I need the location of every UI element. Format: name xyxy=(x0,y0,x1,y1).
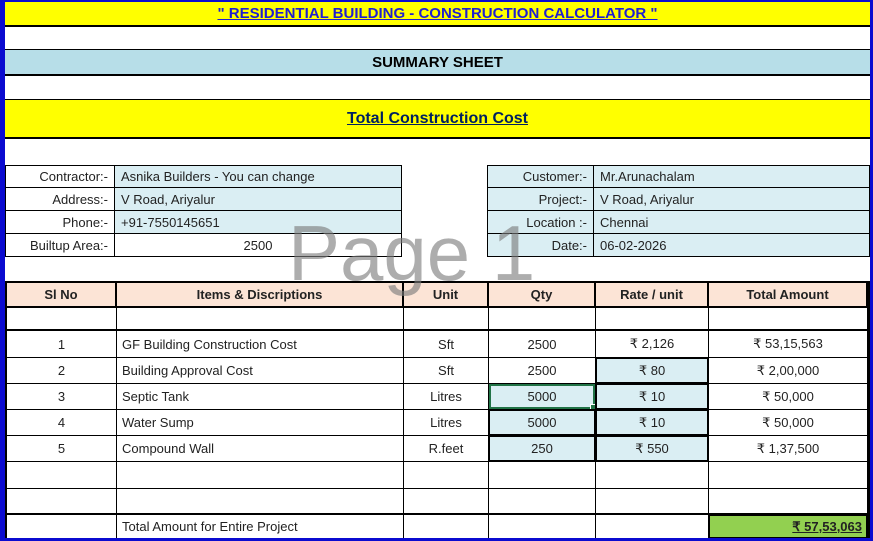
gap-cell xyxy=(402,211,487,234)
selected-cell-qty[interactable]: 5000 xyxy=(489,384,596,410)
empty-cell[interactable] xyxy=(489,514,596,538)
date-label-cell[interactable]: Date:- xyxy=(487,234,594,257)
table-row-cell-qty[interactable]: 2500 xyxy=(489,331,596,358)
contractor-value-cell[interactable]: Asnika Builders - You can change xyxy=(115,165,402,188)
empty-cell[interactable] xyxy=(709,308,868,331)
table-row-cell-rate[interactable]: ₹ 550 xyxy=(596,436,709,462)
table-row-cell-rate[interactable]: ₹ 2,126 xyxy=(596,331,709,358)
builtup-area-label-cell[interactable]: Builtup Area:- xyxy=(5,234,115,257)
empty-cell[interactable] xyxy=(489,489,596,514)
phone-label-cell[interactable]: Phone:- xyxy=(5,211,115,234)
gap-cell xyxy=(402,188,487,211)
table-row-cell-amount[interactable]: ₹ 2,00,000 xyxy=(709,358,868,384)
spacer-row xyxy=(5,27,870,49)
table-row-cell-qty[interactable]: 2500 xyxy=(489,358,596,384)
table-row-cell-item[interactable]: Septic Tank xyxy=(117,384,404,410)
table-row-cell-item[interactable]: Compound Wall xyxy=(117,436,404,462)
table-row-cell-rate[interactable]: ₹ 80 xyxy=(596,358,709,384)
empty-cell[interactable] xyxy=(7,308,117,331)
table-row-cell-rate[interactable]: ₹ 10 xyxy=(596,410,709,436)
empty-cell[interactable] xyxy=(404,514,489,538)
table-row-cell-sl[interactable]: 2 xyxy=(7,358,117,384)
empty-cell[interactable] xyxy=(7,514,117,538)
table-row-cell-sl[interactable]: 4 xyxy=(7,410,117,436)
empty-cell[interactable] xyxy=(489,462,596,489)
gap-cell xyxy=(402,165,487,188)
empty-cell[interactable] xyxy=(7,489,117,514)
table-row-cell-unit[interactable]: Sft xyxy=(404,358,489,384)
grand-total-amount-cell[interactable]: ₹ 57,53,063 xyxy=(709,514,868,538)
builtup-area-value-cell[interactable]: 2500 xyxy=(115,234,402,257)
header-qty[interactable]: Qty xyxy=(489,281,596,308)
empty-cell[interactable] xyxy=(489,308,596,331)
table-row-cell-amount[interactable]: ₹ 53,15,563 xyxy=(709,331,868,358)
address-label-cell[interactable]: Address:- xyxy=(5,188,115,211)
table-row-cell-qty[interactable]: 250 xyxy=(489,436,596,462)
empty-cell[interactable] xyxy=(709,489,868,514)
header-rate-per-unit[interactable]: Rate / unit xyxy=(596,281,709,308)
grand-total-amount-value: ₹ 57,53,063 xyxy=(792,518,862,534)
empty-cell[interactable] xyxy=(596,462,709,489)
project-value-cell[interactable]: V Road, Ariyalur xyxy=(594,188,870,211)
header-total-amount[interactable]: Total Amount xyxy=(709,281,868,308)
table-row-cell-amount[interactable]: ₹ 1,37,500 xyxy=(709,436,868,462)
address-value-cell[interactable]: V Road, Ariyalur xyxy=(115,188,402,211)
spacer-row xyxy=(5,257,870,281)
table-row-cell-sl[interactable]: 3 xyxy=(7,384,117,410)
table-row-cell-sl[interactable]: 5 xyxy=(7,436,117,462)
table-row-cell-sl[interactable]: 1 xyxy=(7,331,117,358)
table-row-cell-unit[interactable]: Litres xyxy=(404,384,489,410)
project-label-cell[interactable]: Project:- xyxy=(487,188,594,211)
empty-cell[interactable] xyxy=(404,462,489,489)
table-row-cell-unit[interactable]: Litres xyxy=(404,410,489,436)
customer-value-cell[interactable]: Mr.Arunachalam xyxy=(594,165,870,188)
table-row-cell-amount[interactable]: ₹ 50,000 xyxy=(709,384,868,410)
table-row-cell-qty[interactable]: 5000 xyxy=(489,410,596,436)
location-value-cell[interactable]: Chennai xyxy=(594,211,870,234)
table-row-cell-unit[interactable]: R.feet xyxy=(404,436,489,462)
table-row-cell-rate[interactable]: ₹ 10 xyxy=(596,384,709,410)
empty-cell[interactable] xyxy=(596,489,709,514)
empty-cell[interactable] xyxy=(404,308,489,331)
total-label-cell[interactable]: Total Amount for Entire Project xyxy=(117,514,404,538)
empty-cell[interactable] xyxy=(404,489,489,514)
header-items-descriptions[interactable]: Items & Discriptions xyxy=(117,281,404,308)
empty-cell[interactable] xyxy=(117,489,404,514)
table-row-cell-item[interactable]: Building Approval Cost xyxy=(117,358,404,384)
customer-label-cell[interactable]: Customer:- xyxy=(487,165,594,188)
spacer-row xyxy=(5,139,870,165)
summary-sheet-banner: SUMMARY SHEET xyxy=(5,49,870,76)
empty-cell[interactable] xyxy=(709,462,868,489)
header-sl-no[interactable]: Sl No xyxy=(7,281,117,308)
project-info-section: Contractor:- Asnika Builders - You can c… xyxy=(5,165,870,257)
header-unit[interactable]: Unit xyxy=(404,281,489,308)
empty-cell[interactable] xyxy=(596,308,709,331)
table-row-cell-item[interactable]: GF Building Construction Cost xyxy=(117,331,404,358)
empty-cell[interactable] xyxy=(117,462,404,489)
table-row-cell-amount[interactable]: ₹ 50,000 xyxy=(709,410,868,436)
location-label-cell[interactable]: Location :- xyxy=(487,211,594,234)
spacer-row xyxy=(5,76,870,99)
cost-table: Sl No Items & Discriptions Unit Qty Rate… xyxy=(5,281,870,538)
empty-cell[interactable] xyxy=(7,462,117,489)
phone-value-cell[interactable]: +91-7550145651 xyxy=(115,211,402,234)
empty-cell[interactable] xyxy=(596,514,709,538)
date-value-cell[interactable]: 06-02-2026 xyxy=(594,234,870,257)
table-row-cell-item[interactable]: Water Sump xyxy=(117,410,404,436)
section-title-total-construction-cost: Total Construction Cost xyxy=(5,99,870,139)
sheet-main-title: " RESIDENTIAL BUILDING - CONSTRUCTION CA… xyxy=(5,2,870,27)
contractor-label-cell[interactable]: Contractor:- xyxy=(5,165,115,188)
gap-cell xyxy=(402,234,487,257)
table-row-cell-unit[interactable]: Sft xyxy=(404,331,489,358)
empty-cell[interactable] xyxy=(117,308,404,331)
